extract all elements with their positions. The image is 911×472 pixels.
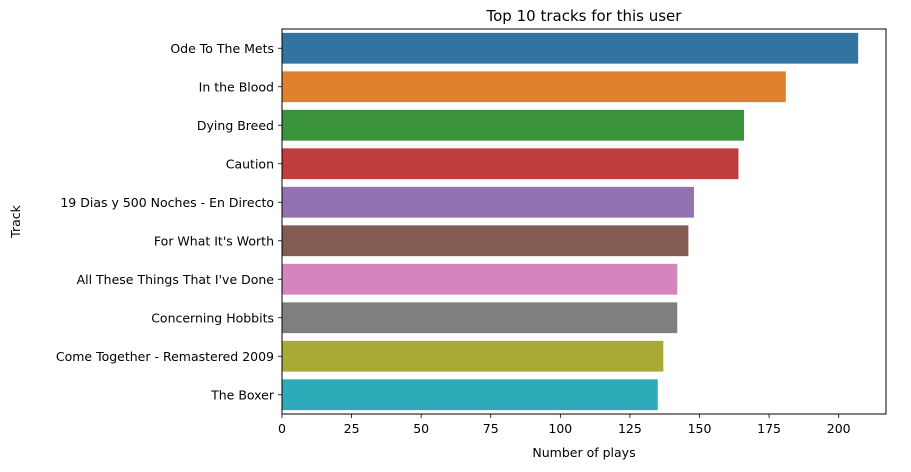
bar-8 (282, 302, 678, 334)
y-tick-label: For What It's Worth (154, 233, 274, 248)
x-tick-label: 175 (757, 421, 781, 436)
y-tick-label: Concerning Hobbits (151, 310, 274, 325)
bar-4 (282, 148, 739, 180)
y-tick-label: Ode To The Mets (170, 41, 274, 56)
y-axis-ticks: Ode To The Mets In the Blood Dying Breed Ca… (56, 41, 282, 402)
y-tick-label: Come Together - Remastered 2009 (56, 349, 274, 364)
bar-2 (282, 71, 786, 103)
plot-frame (281, 28, 887, 415)
y-tick-label: In the Blood (199, 79, 274, 94)
x-tick-label: 100 (548, 421, 572, 436)
x-axis-ticks: 0 25 50 75 100 125 150 175 200 (278, 414, 851, 436)
x-tick-label: 150 (688, 421, 712, 436)
y-tick-label: Caution (226, 156, 274, 171)
x-tick-label: 25 (344, 421, 360, 436)
y-tick-label: Dying Breed (197, 118, 274, 133)
x-axis-title: Number of plays (532, 445, 635, 460)
x-tick-label: 75 (483, 421, 499, 436)
y-tick-label: 19 Dias y 500 Noches - En Directo (60, 195, 274, 210)
chart-title: Top 10 tracks for this user (486, 7, 683, 25)
bar-1 (282, 32, 859, 64)
bar-3 (282, 109, 745, 141)
bar-7 (282, 263, 678, 295)
x-tick-label: 50 (413, 421, 429, 436)
bars-group (282, 32, 859, 411)
x-tick-label: 200 (827, 421, 851, 436)
bar-6 (282, 225, 689, 257)
bar-5 (282, 186, 694, 218)
y-tick-label: All These Things That I've Done (77, 272, 275, 287)
x-tick-label: 0 (278, 421, 286, 436)
y-tick-label: The Boxer (210, 387, 275, 402)
x-tick-label: 125 (618, 421, 642, 436)
bar-10 (282, 379, 658, 411)
bar-9 (282, 340, 664, 372)
y-axis-title: Track (8, 204, 23, 238)
